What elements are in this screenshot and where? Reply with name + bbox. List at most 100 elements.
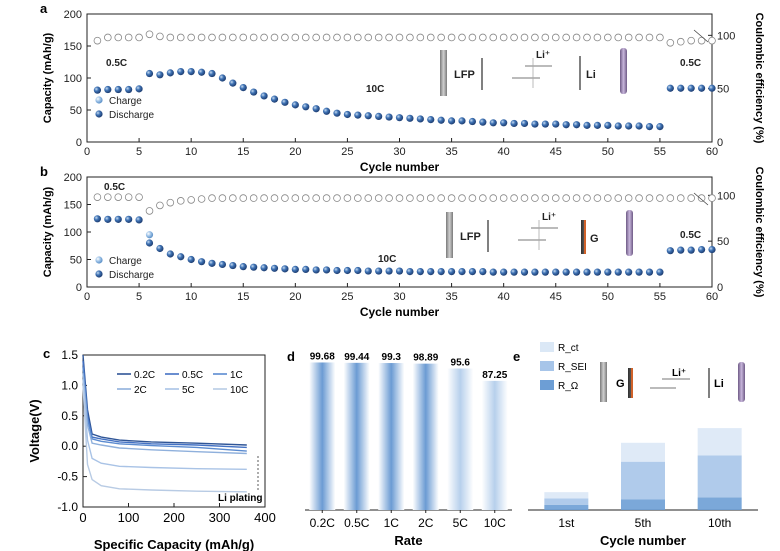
discharge-point: [93, 86, 102, 94]
ce-point: [176, 197, 185, 205]
ce-point: [270, 194, 279, 202]
ce-point: [687, 194, 695, 202]
discharge-point: [593, 121, 602, 129]
legend-label: 2C: [134, 385, 147, 396]
g-label: G: [616, 378, 625, 390]
ce-point: [656, 194, 664, 202]
ce-point: [458, 33, 466, 42]
stack-segment-R_Ω: [544, 504, 589, 510]
discharge-point: [208, 259, 216, 267]
ce-point: [551, 33, 560, 42]
legend-label: 5C: [182, 385, 195, 396]
discharge-point: [489, 119, 497, 127]
bar-value-label: 98.89: [413, 353, 438, 364]
discharge-point: [218, 260, 227, 269]
ce-point: [624, 194, 633, 202]
discharge-point: [697, 84, 706, 92]
stack-segment-R_Ω: [697, 497, 742, 510]
y-axis-label: Voltage(V): [27, 399, 42, 462]
discharge-point: [322, 266, 331, 274]
discharge-point: [218, 74, 227, 82]
panel-letter: e: [513, 349, 520, 364]
ce-arrow: [693, 29, 709, 43]
ce-point: [156, 201, 164, 210]
discharge-point: [187, 255, 195, 264]
discharge-point: [416, 268, 424, 276]
ce-point: [239, 194, 248, 202]
ce-point: [447, 194, 456, 202]
ce-point: [260, 33, 268, 42]
ce-point: [93, 193, 102, 201]
ce-point: [354, 194, 362, 202]
cathode-block: [440, 50, 447, 96]
ce-point: [708, 36, 716, 45]
bar-value-label: 99.68: [310, 351, 335, 362]
ce-point: [697, 36, 706, 45]
ce-point: [416, 194, 425, 202]
legend-discharge-marker: [95, 270, 103, 278]
ce-point: [176, 33, 185, 42]
x-tick-label: 0: [84, 291, 90, 303]
rate-label: 0.5C: [680, 58, 701, 69]
discharge-point: [510, 268, 518, 276]
discharge-point: [437, 116, 445, 124]
ce-point: [301, 194, 310, 202]
discharge-point: [114, 215, 122, 223]
discharge-point: [104, 85, 112, 94]
ce-bar: [378, 363, 405, 510]
y-tick-label: 1.5: [61, 348, 78, 362]
ce-point: [333, 33, 341, 42]
graphite-electrode: [628, 368, 633, 398]
discharge-point: [114, 85, 122, 94]
ce-point: [124, 33, 133, 42]
panel-letter: c: [43, 346, 50, 361]
ce-point: [604, 33, 612, 42]
x-tick-label: 1C: [384, 516, 400, 530]
discharge-point: [395, 267, 404, 275]
ce-point: [468, 33, 477, 42]
discharge-point: [489, 268, 497, 276]
lithium-block: [626, 210, 633, 256]
discharge-point: [354, 266, 362, 275]
discharge-point: [406, 268, 414, 276]
ce-point: [114, 193, 123, 201]
li-plating-label: Li plating: [218, 493, 262, 504]
ce-point: [499, 33, 508, 42]
voltage-curve-2C: [82, 373, 247, 455]
discharge-point: [583, 268, 591, 276]
y-tick-label: 0.0: [61, 439, 78, 453]
discharge-point: [468, 117, 477, 126]
discharge-point: [572, 268, 581, 276]
discharge-point: [687, 246, 695, 254]
bar-value-label: 99.3: [382, 352, 402, 363]
discharge-point: [645, 123, 654, 131]
x-tick-label: 5C: [453, 516, 469, 530]
rate-label: 0.5C: [680, 230, 701, 241]
discharge-point: [229, 79, 237, 87]
rate-label: 10C: [366, 84, 384, 95]
discharge-point: [416, 115, 424, 123]
ce-point: [645, 194, 654, 202]
li-ion-label: Li⁺: [672, 368, 686, 379]
discharge-point: [208, 69, 216, 78]
legend-discharge-marker: [95, 110, 103, 118]
ce-point: [614, 194, 623, 202]
bar-value-label: 87.25: [482, 370, 507, 381]
ce-point: [104, 33, 112, 42]
legend-charge-label: Charge: [109, 96, 142, 107]
ce-point: [104, 193, 112, 201]
ce-point: [510, 33, 518, 42]
discharge-point: [708, 246, 716, 254]
rate-label: 0.5C: [104, 182, 125, 193]
discharge-point: [135, 216, 143, 224]
x-tick-label: 0: [79, 510, 86, 525]
ce-point: [166, 198, 175, 207]
discharge-point: [197, 258, 206, 266]
ce-point: [572, 33, 581, 42]
ce-point: [666, 194, 675, 202]
discharge-point: [458, 268, 466, 276]
y-tick-label: 150: [64, 200, 82, 212]
discharge-point: [625, 268, 633, 276]
y-right-axis-label: Coulombic efficiency (%): [753, 167, 765, 298]
ce-point: [437, 33, 445, 42]
